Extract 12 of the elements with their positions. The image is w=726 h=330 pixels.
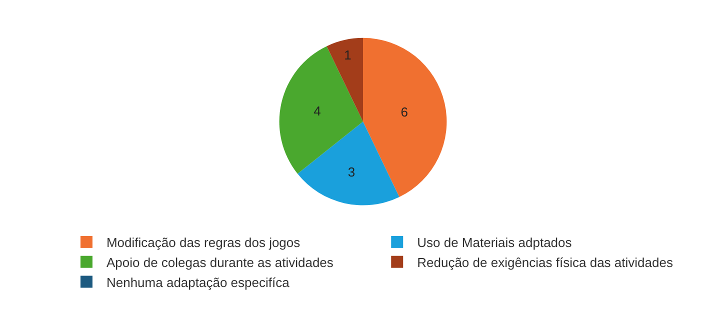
data-label: 1 (344, 47, 352, 62)
legend-label: Uso de Materiais adptados (417, 235, 572, 250)
legend-label: Modificação das regras dos jogos (106, 235, 301, 250)
data-label: 3 (348, 164, 356, 180)
legend-label: Apoio de colegas durante as atividades (106, 254, 334, 270)
pie-slice (326, 38, 363, 122)
pie-slice (298, 122, 400, 206)
pie-slice (363, 38, 447, 198)
legend-label: Nenhuma adaptação especifíca (106, 274, 290, 290)
data-label: 4 (314, 104, 321, 119)
legend-label: Redução de exigências física das atividades (417, 254, 674, 270)
data-label: 6 (400, 104, 408, 120)
